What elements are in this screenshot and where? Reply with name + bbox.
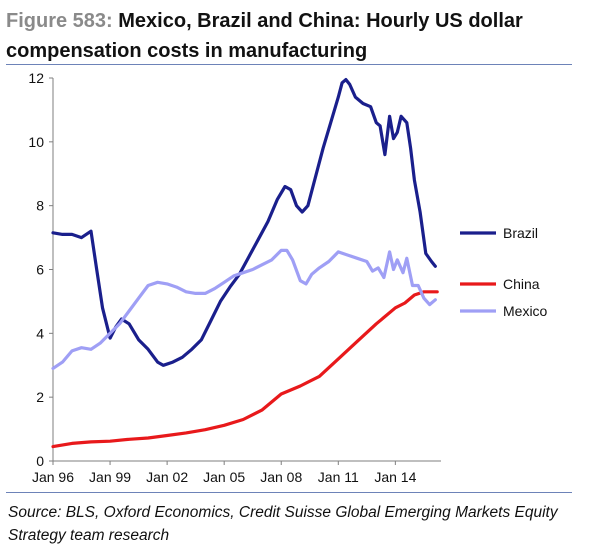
x-tick-label: Jan 99 — [89, 469, 131, 485]
series-line-china — [51, 290, 439, 449]
x-tick-label: Jan 02 — [146, 469, 188, 485]
series-line-mexico — [51, 248, 437, 370]
x-tick-label: Jan 11 — [318, 469, 359, 485]
bottom-rule — [6, 492, 572, 493]
figure-title: Mexico, Brazil and China: Hourly US doll… — [6, 10, 523, 62]
y-tick-label: 8 — [36, 198, 44, 214]
x-tick-label: Jan 05 — [203, 469, 245, 485]
legend-label-china: China — [503, 276, 540, 292]
y-tick-label: 0 — [36, 453, 44, 469]
legend-label-brazil: Brazil — [503, 225, 538, 241]
chart-series — [51, 78, 439, 449]
chart-title: Figure 583: Mexico, Brazil and China: Ho… — [6, 6, 591, 66]
x-tick-label: Jan 14 — [374, 469, 416, 485]
chart-legend: Brazil China Mexico — [460, 225, 548, 319]
y-tick-label: 4 — [36, 325, 44, 341]
legend-label-mexico: Mexico — [503, 303, 548, 319]
x-tick-label: Jan 08 — [260, 469, 302, 485]
line-chart: 0 2 4 6 8 10 12 Jan 96 Jan 99 Jan 02 Jan 05 Jan 08 J… — [28, 70, 548, 485]
y-tick-label: 12 — [28, 70, 44, 86]
y-tick-label: 10 — [28, 134, 44, 150]
source-note: Source: BLS, Oxford Economics, Credit Su… — [8, 504, 558, 544]
y-tick-label: 6 — [36, 262, 44, 278]
chart-axes: 0 2 4 6 8 10 12 Jan 96 Jan 99 Jan 02 Jan 05 Jan 08 J… — [28, 70, 441, 485]
x-tick-label: Jan 96 — [32, 469, 74, 485]
figure-label: Figure 583: — [6, 10, 113, 32]
y-tick-label: 2 — [36, 389, 44, 405]
top-rule — [6, 64, 572, 65]
